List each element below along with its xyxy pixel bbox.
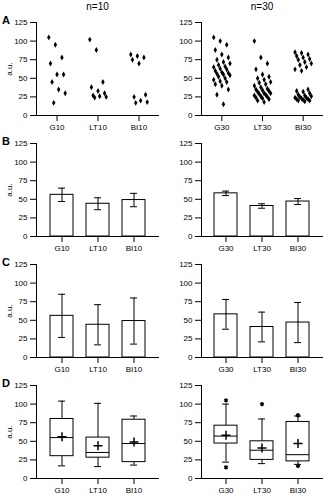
svg-text:75: 75: [19, 55, 28, 64]
svg-text:100: 100: [179, 400, 193, 409]
svg-text:25: 25: [19, 92, 28, 101]
svg-text:25: 25: [184, 213, 193, 222]
svg-text:G30: G30: [218, 365, 234, 374]
svg-text:50: 50: [19, 195, 28, 204]
svg-text:a.u.: a.u.: [5, 183, 14, 196]
svg-text:a.u.: a.u.: [5, 425, 14, 438]
svg-text:G10: G10: [54, 365, 70, 374]
svg-text:100: 100: [14, 158, 28, 167]
svg-text:25: 25: [184, 334, 193, 343]
svg-text:G10: G10: [49, 123, 65, 132]
svg-text:100: 100: [179, 158, 193, 167]
svg-text:BI30: BI30: [290, 486, 307, 495]
svg-text:100: 100: [179, 279, 193, 288]
svg-text:25: 25: [19, 213, 28, 222]
svg-text:75: 75: [184, 297, 193, 306]
svg-text:BI10: BI10: [126, 365, 143, 374]
svg-text:125: 125: [14, 139, 28, 148]
svg-text:25: 25: [19, 455, 28, 464]
svg-text:BI10: BI10: [126, 486, 143, 495]
svg-text:BI30: BI30: [290, 365, 307, 374]
svg-text:LT30: LT30: [254, 123, 272, 132]
svg-text:BI30: BI30: [295, 123, 312, 132]
svg-text:BI30: BI30: [290, 244, 307, 253]
svg-text:G10: G10: [54, 486, 70, 495]
svg-text:0: 0: [188, 111, 193, 120]
svg-text:50: 50: [19, 316, 28, 325]
html-text:C: C: [2, 256, 10, 268]
svg-text:125: 125: [14, 260, 28, 269]
svg-text:100: 100: [179, 37, 193, 46]
svg-text:50: 50: [184, 437, 193, 446]
svg-text:0: 0: [188, 353, 193, 362]
svg-text:LT30: LT30: [253, 486, 271, 495]
svg-text:50: 50: [19, 437, 28, 446]
svg-text:LT10: LT10: [89, 486, 107, 495]
svg-text:100: 100: [14, 279, 28, 288]
svg-text:50: 50: [19, 74, 28, 83]
svg-text:75: 75: [19, 418, 28, 427]
svg-text:0: 0: [188, 474, 193, 483]
svg-text:a.u.: a.u.: [5, 304, 14, 317]
svg-text:LT30: LT30: [253, 244, 271, 253]
svg-text:75: 75: [184, 418, 193, 427]
svg-text:25: 25: [184, 455, 193, 464]
svg-text:G10: G10: [54, 244, 70, 253]
html-text:A: A: [2, 14, 10, 26]
svg-text:75: 75: [19, 176, 28, 185]
svg-text:100: 100: [14, 400, 28, 409]
html-text:n=10: n=10: [86, 1, 109, 12]
svg-text:100: 100: [14, 37, 28, 46]
svg-text:25: 25: [19, 334, 28, 343]
svg-text:125: 125: [179, 381, 193, 390]
svg-text:BI10: BI10: [131, 123, 148, 132]
svg-text:0: 0: [23, 111, 28, 120]
svg-text:50: 50: [184, 195, 193, 204]
svg-text:a.u.: a.u.: [5, 62, 14, 75]
svg-text:50: 50: [184, 316, 193, 325]
svg-text:LT10: LT10: [89, 123, 107, 132]
svg-text:G30: G30: [218, 244, 234, 253]
svg-text:LT30: LT30: [253, 365, 271, 374]
svg-text:75: 75: [184, 55, 193, 64]
svg-text:50: 50: [184, 74, 193, 83]
svg-text:BI10: BI10: [126, 244, 143, 253]
svg-text:0: 0: [188, 232, 193, 241]
svg-text:125: 125: [179, 18, 193, 27]
svg-text:125: 125: [179, 139, 193, 148]
html-text:n=30: n=30: [250, 1, 274, 12]
svg-text:G30: G30: [214, 123, 230, 132]
svg-text:125: 125: [179, 260, 193, 269]
svg-text:LT10: LT10: [89, 365, 107, 374]
html-text:B: B: [2, 135, 10, 147]
svg-text:75: 75: [184, 176, 193, 185]
svg-text:125: 125: [14, 381, 28, 390]
svg-text:0: 0: [23, 474, 28, 483]
svg-text:25: 25: [184, 92, 193, 101]
svg-text:0: 0: [23, 232, 28, 241]
svg-text:LT10: LT10: [89, 244, 107, 253]
svg-text:0: 0: [23, 353, 28, 362]
svg-text:75: 75: [19, 297, 28, 306]
svg-text:G30: G30: [218, 486, 234, 495]
html-text:D: D: [2, 377, 10, 389]
svg-text:125: 125: [14, 18, 28, 27]
